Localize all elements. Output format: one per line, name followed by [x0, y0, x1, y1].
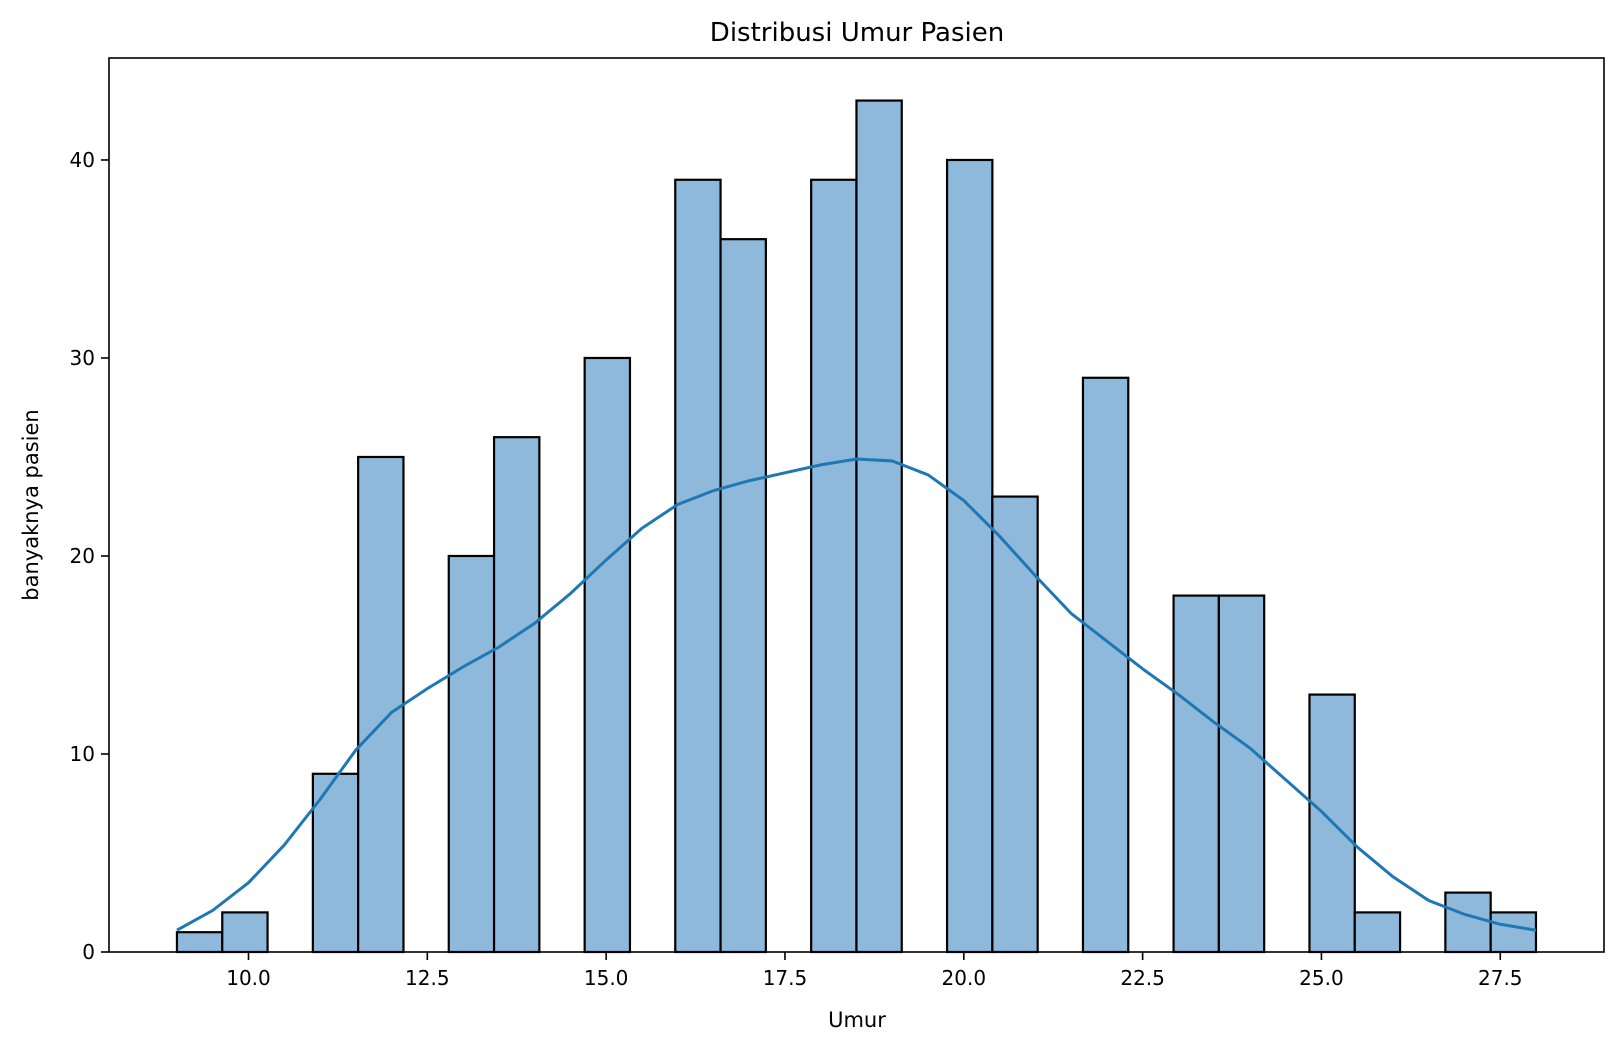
y-tick-label: 40 — [70, 148, 95, 172]
histogram-bar — [175, 931, 224, 954]
kde-curve — [176, 457, 1537, 932]
histogram-bar — [447, 554, 496, 954]
x-tick-label: 15.0 — [584, 966, 629, 990]
x-tick-label: 22.5 — [1120, 966, 1165, 990]
x-tick-label: 20.0 — [942, 966, 987, 990]
y-tick-label: 0 — [82, 940, 95, 964]
bars-group — [175, 99, 1538, 954]
histogram-bar — [810, 178, 858, 954]
histogram-bar — [1444, 891, 1492, 954]
histogram-bar — [991, 495, 1039, 954]
histogram-bar — [1081, 376, 1130, 954]
x-tick-label: 27.5 — [1478, 966, 1523, 990]
histogram-bar — [221, 911, 269, 954]
histogram-bar — [492, 436, 541, 954]
histogram-bar — [1217, 594, 1266, 954]
x-tick-label: 12.5 — [405, 966, 450, 990]
y-tick-label: 20 — [70, 544, 95, 568]
histogram-bar — [674, 178, 722, 954]
histogram-bar — [357, 455, 405, 954]
histogram-bar — [311, 772, 360, 954]
y-tick-label: 30 — [70, 346, 95, 370]
histogram-bar — [1353, 911, 1402, 954]
histogram-bar — [945, 158, 994, 954]
y-tick-label: 10 — [70, 742, 95, 766]
y-axis-ticks: 0 10 20 30 40 — [70, 148, 109, 964]
x-tick-label: 25.0 — [1299, 966, 1344, 990]
histogram-bar — [855, 99, 903, 954]
histogram-bar — [1489, 911, 1538, 954]
histogram-bar — [719, 238, 767, 954]
x-tick-label: 10.0 — [226, 966, 271, 990]
histogram-bar — [583, 356, 632, 954]
x-axis-label: Umur — [828, 1008, 886, 1032]
histogram-bar — [1172, 594, 1220, 954]
y-axis-label: banyaknya pasien — [19, 409, 43, 600]
chart-title: Distribusi Umur Pasien — [710, 18, 1004, 48]
x-axis-ticks: 10.0 12.5 15.0 17.5 20.0 22.5 25.0 27.5 — [226, 952, 1523, 990]
plot-frame — [108, 57, 1605, 953]
x-tick-label: 17.5 — [763, 966, 808, 990]
